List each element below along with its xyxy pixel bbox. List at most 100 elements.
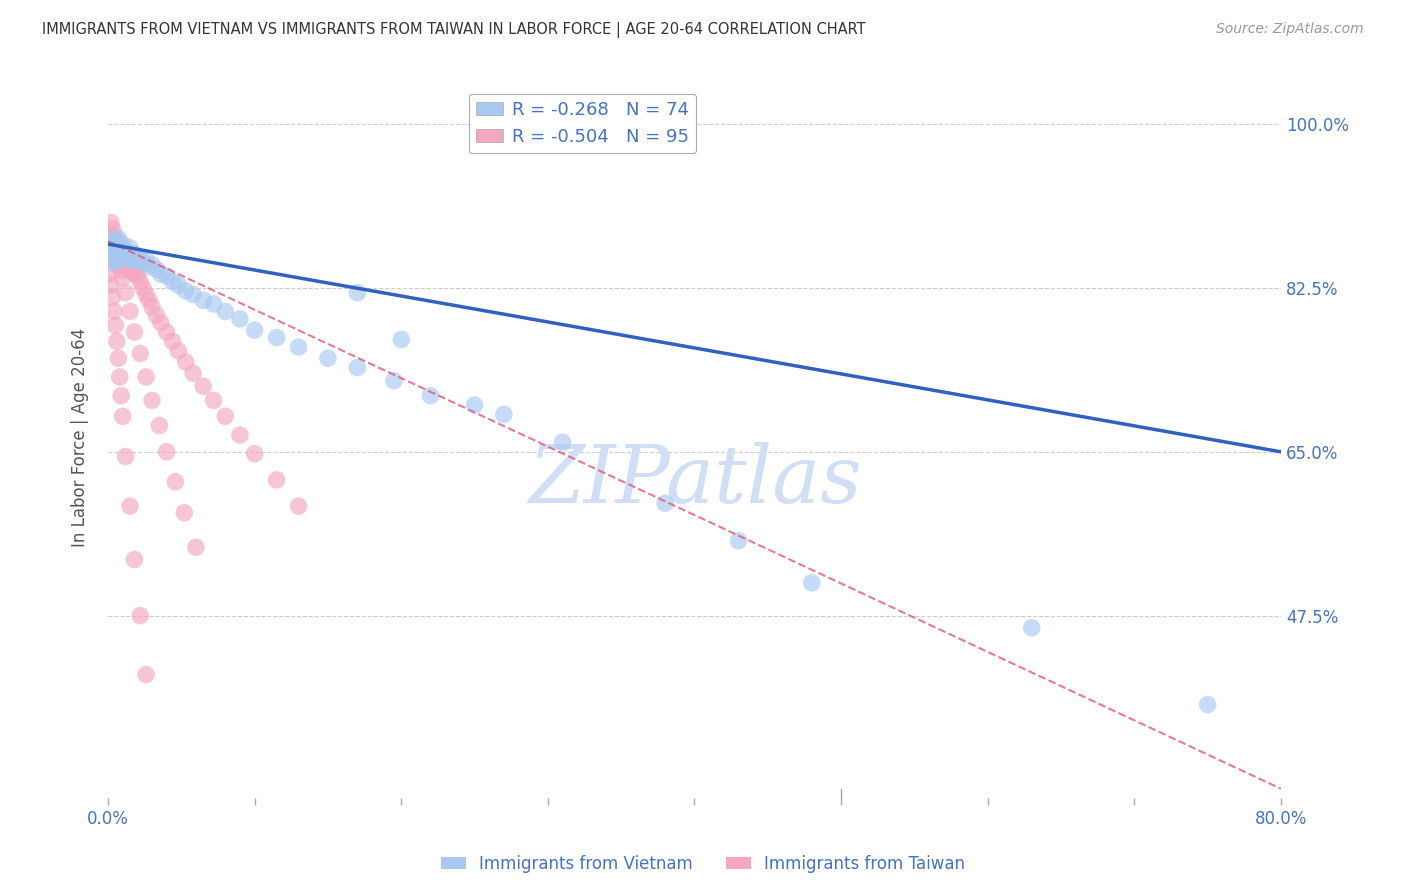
Point — [105, 253, 128, 268]
Point — [419, 389, 441, 403]
Point — [100, 234, 122, 248]
Point — [551, 435, 574, 450]
Point — [104, 244, 127, 258]
Point — [287, 499, 309, 513]
Point — [101, 256, 124, 270]
Point — [111, 409, 134, 424]
Point — [229, 428, 252, 442]
Point — [156, 268, 179, 283]
Point — [174, 284, 197, 298]
Point — [110, 248, 132, 262]
Point — [124, 267, 146, 281]
Point — [132, 256, 155, 270]
Point — [141, 393, 163, 408]
Point — [122, 246, 145, 260]
Point — [111, 256, 134, 270]
Point — [148, 418, 170, 433]
Point — [107, 258, 129, 272]
Point — [101, 250, 124, 264]
Point — [167, 343, 190, 358]
Point — [162, 275, 184, 289]
Point — [107, 241, 129, 255]
Point — [243, 323, 266, 337]
Point — [103, 241, 125, 255]
Point — [100, 239, 122, 253]
Point — [181, 287, 204, 301]
Point — [124, 552, 146, 566]
Point — [108, 246, 131, 260]
Point — [108, 259, 131, 273]
Point — [98, 237, 121, 252]
Point — [156, 445, 179, 459]
Point — [104, 248, 127, 262]
Point — [114, 450, 136, 464]
Point — [101, 244, 124, 258]
Point — [127, 268, 149, 283]
Point — [141, 258, 163, 272]
Point — [173, 506, 195, 520]
Point — [117, 261, 139, 276]
Point — [110, 389, 132, 403]
Point — [105, 241, 128, 255]
Point — [108, 256, 131, 270]
Point — [181, 366, 204, 380]
Point — [127, 252, 149, 267]
Point — [98, 248, 121, 262]
Point — [149, 267, 172, 281]
Point — [156, 325, 179, 339]
Point — [174, 355, 197, 369]
Point — [105, 244, 128, 258]
Point — [117, 252, 139, 267]
Point — [382, 374, 405, 388]
Point — [229, 312, 252, 326]
Point — [107, 250, 129, 264]
Point — [98, 227, 121, 242]
Point — [104, 250, 127, 264]
Point — [108, 251, 131, 265]
Point — [98, 231, 121, 245]
Point — [118, 256, 141, 270]
Point — [101, 237, 124, 252]
Point — [104, 234, 127, 248]
Text: Source: ZipAtlas.com: Source: ZipAtlas.com — [1216, 22, 1364, 37]
Point — [145, 262, 167, 277]
Point — [214, 304, 236, 318]
Point — [101, 250, 124, 264]
Point — [101, 244, 124, 258]
Point — [193, 293, 215, 308]
Point — [138, 260, 160, 274]
Point — [104, 241, 127, 255]
Point — [129, 250, 152, 264]
Point — [129, 275, 152, 289]
Point — [135, 287, 157, 301]
Point — [135, 370, 157, 384]
Point — [287, 340, 309, 354]
Point — [101, 222, 124, 236]
Point — [103, 304, 125, 318]
Point — [105, 334, 128, 349]
Point — [107, 351, 129, 366]
Point — [110, 241, 132, 255]
Point — [114, 260, 136, 274]
Point — [107, 241, 129, 255]
Point — [266, 331, 288, 345]
Point — [103, 239, 125, 253]
Point — [243, 447, 266, 461]
Point — [98, 244, 121, 258]
Point — [111, 270, 134, 285]
Point — [103, 234, 125, 248]
Point — [145, 308, 167, 322]
Point — [101, 231, 124, 245]
Legend: R = -0.268   N = 74, R = -0.504   N = 95: R = -0.268 N = 74, R = -0.504 N = 95 — [470, 94, 696, 153]
Point — [110, 250, 132, 264]
Text: IMMIGRANTS FROM VIETNAM VS IMMIGRANTS FROM TAIWAN IN LABOR FORCE | AGE 20-64 COR: IMMIGRANTS FROM VIETNAM VS IMMIGRANTS FR… — [42, 22, 866, 38]
Point — [202, 393, 225, 408]
Point — [122, 260, 145, 274]
Point — [1197, 698, 1219, 712]
Point — [107, 248, 129, 262]
Point — [110, 256, 132, 270]
Point — [492, 408, 515, 422]
Point — [111, 246, 134, 260]
Point — [193, 379, 215, 393]
Point — [104, 234, 127, 248]
